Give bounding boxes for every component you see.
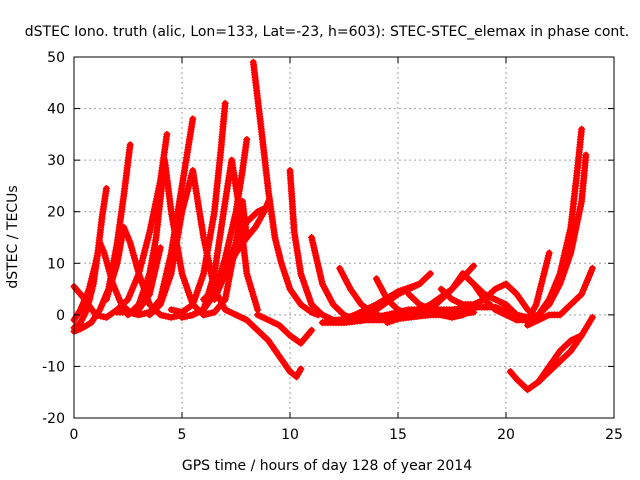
- series-arc37: [534, 313, 596, 386]
- x-tick-label: 10: [281, 427, 299, 443]
- series-markers: [210, 203, 272, 303]
- axis-ticks: 0 5 10 15 20 25 -20 -10 0 10 20 30 40 50: [42, 50, 623, 443]
- y-tick-label: 40: [47, 102, 65, 118]
- x-tick-label: 15: [389, 427, 407, 443]
- series-markers: [254, 311, 316, 347]
- plot-border: [73, 56, 615, 419]
- y-tick-label: 50: [47, 50, 65, 66]
- series-arc30: [437, 280, 532, 314]
- data-series: [70, 58, 596, 394]
- series-arc35: [524, 264, 596, 329]
- series-arc19: [254, 311, 316, 347]
- series-markers: [437, 280, 532, 314]
- y-tick-label: 30: [47, 153, 65, 169]
- x-tick-label: 20: [497, 427, 515, 443]
- series-markers: [524, 264, 596, 329]
- series-arc17: [293, 365, 305, 381]
- series-markers: [249, 58, 322, 319]
- series-arc25: [351, 270, 434, 324]
- series-arc9: [167, 99, 229, 316]
- series-line: [293, 366, 304, 380]
- series-arc15: [249, 58, 322, 319]
- y-tick-label: 20: [47, 205, 65, 221]
- series-markers: [534, 313, 596, 386]
- x-tick-label: 0: [70, 427, 79, 443]
- series-arc14: [210, 203, 272, 303]
- series-markers: [286, 167, 348, 324]
- y-axis-label: dSTEC / TECUs: [5, 185, 21, 288]
- y-tick-label: -10: [42, 359, 65, 375]
- series-markers: [167, 99, 229, 316]
- x-tick-label: 25: [605, 427, 623, 443]
- y-tick-label: 10: [47, 256, 65, 272]
- y-tick-label: -20: [42, 411, 65, 427]
- series-arc5: [102, 223, 186, 321]
- series-markers: [293, 365, 305, 381]
- series-arc16: [232, 311, 300, 381]
- series-markers: [513, 249, 553, 324]
- x-tick-label: 5: [178, 427, 187, 443]
- series-markers: [102, 223, 186, 321]
- y-tick-label: 0: [56, 308, 65, 324]
- x-axis-label: GPS time / hours of day 128 of year 2014: [182, 458, 472, 474]
- series-arc34: [513, 249, 553, 324]
- series-markers: [232, 311, 300, 381]
- chart-title: dSTEC Iono. truth (alic, Lon=133, Lat=-2…: [25, 24, 629, 40]
